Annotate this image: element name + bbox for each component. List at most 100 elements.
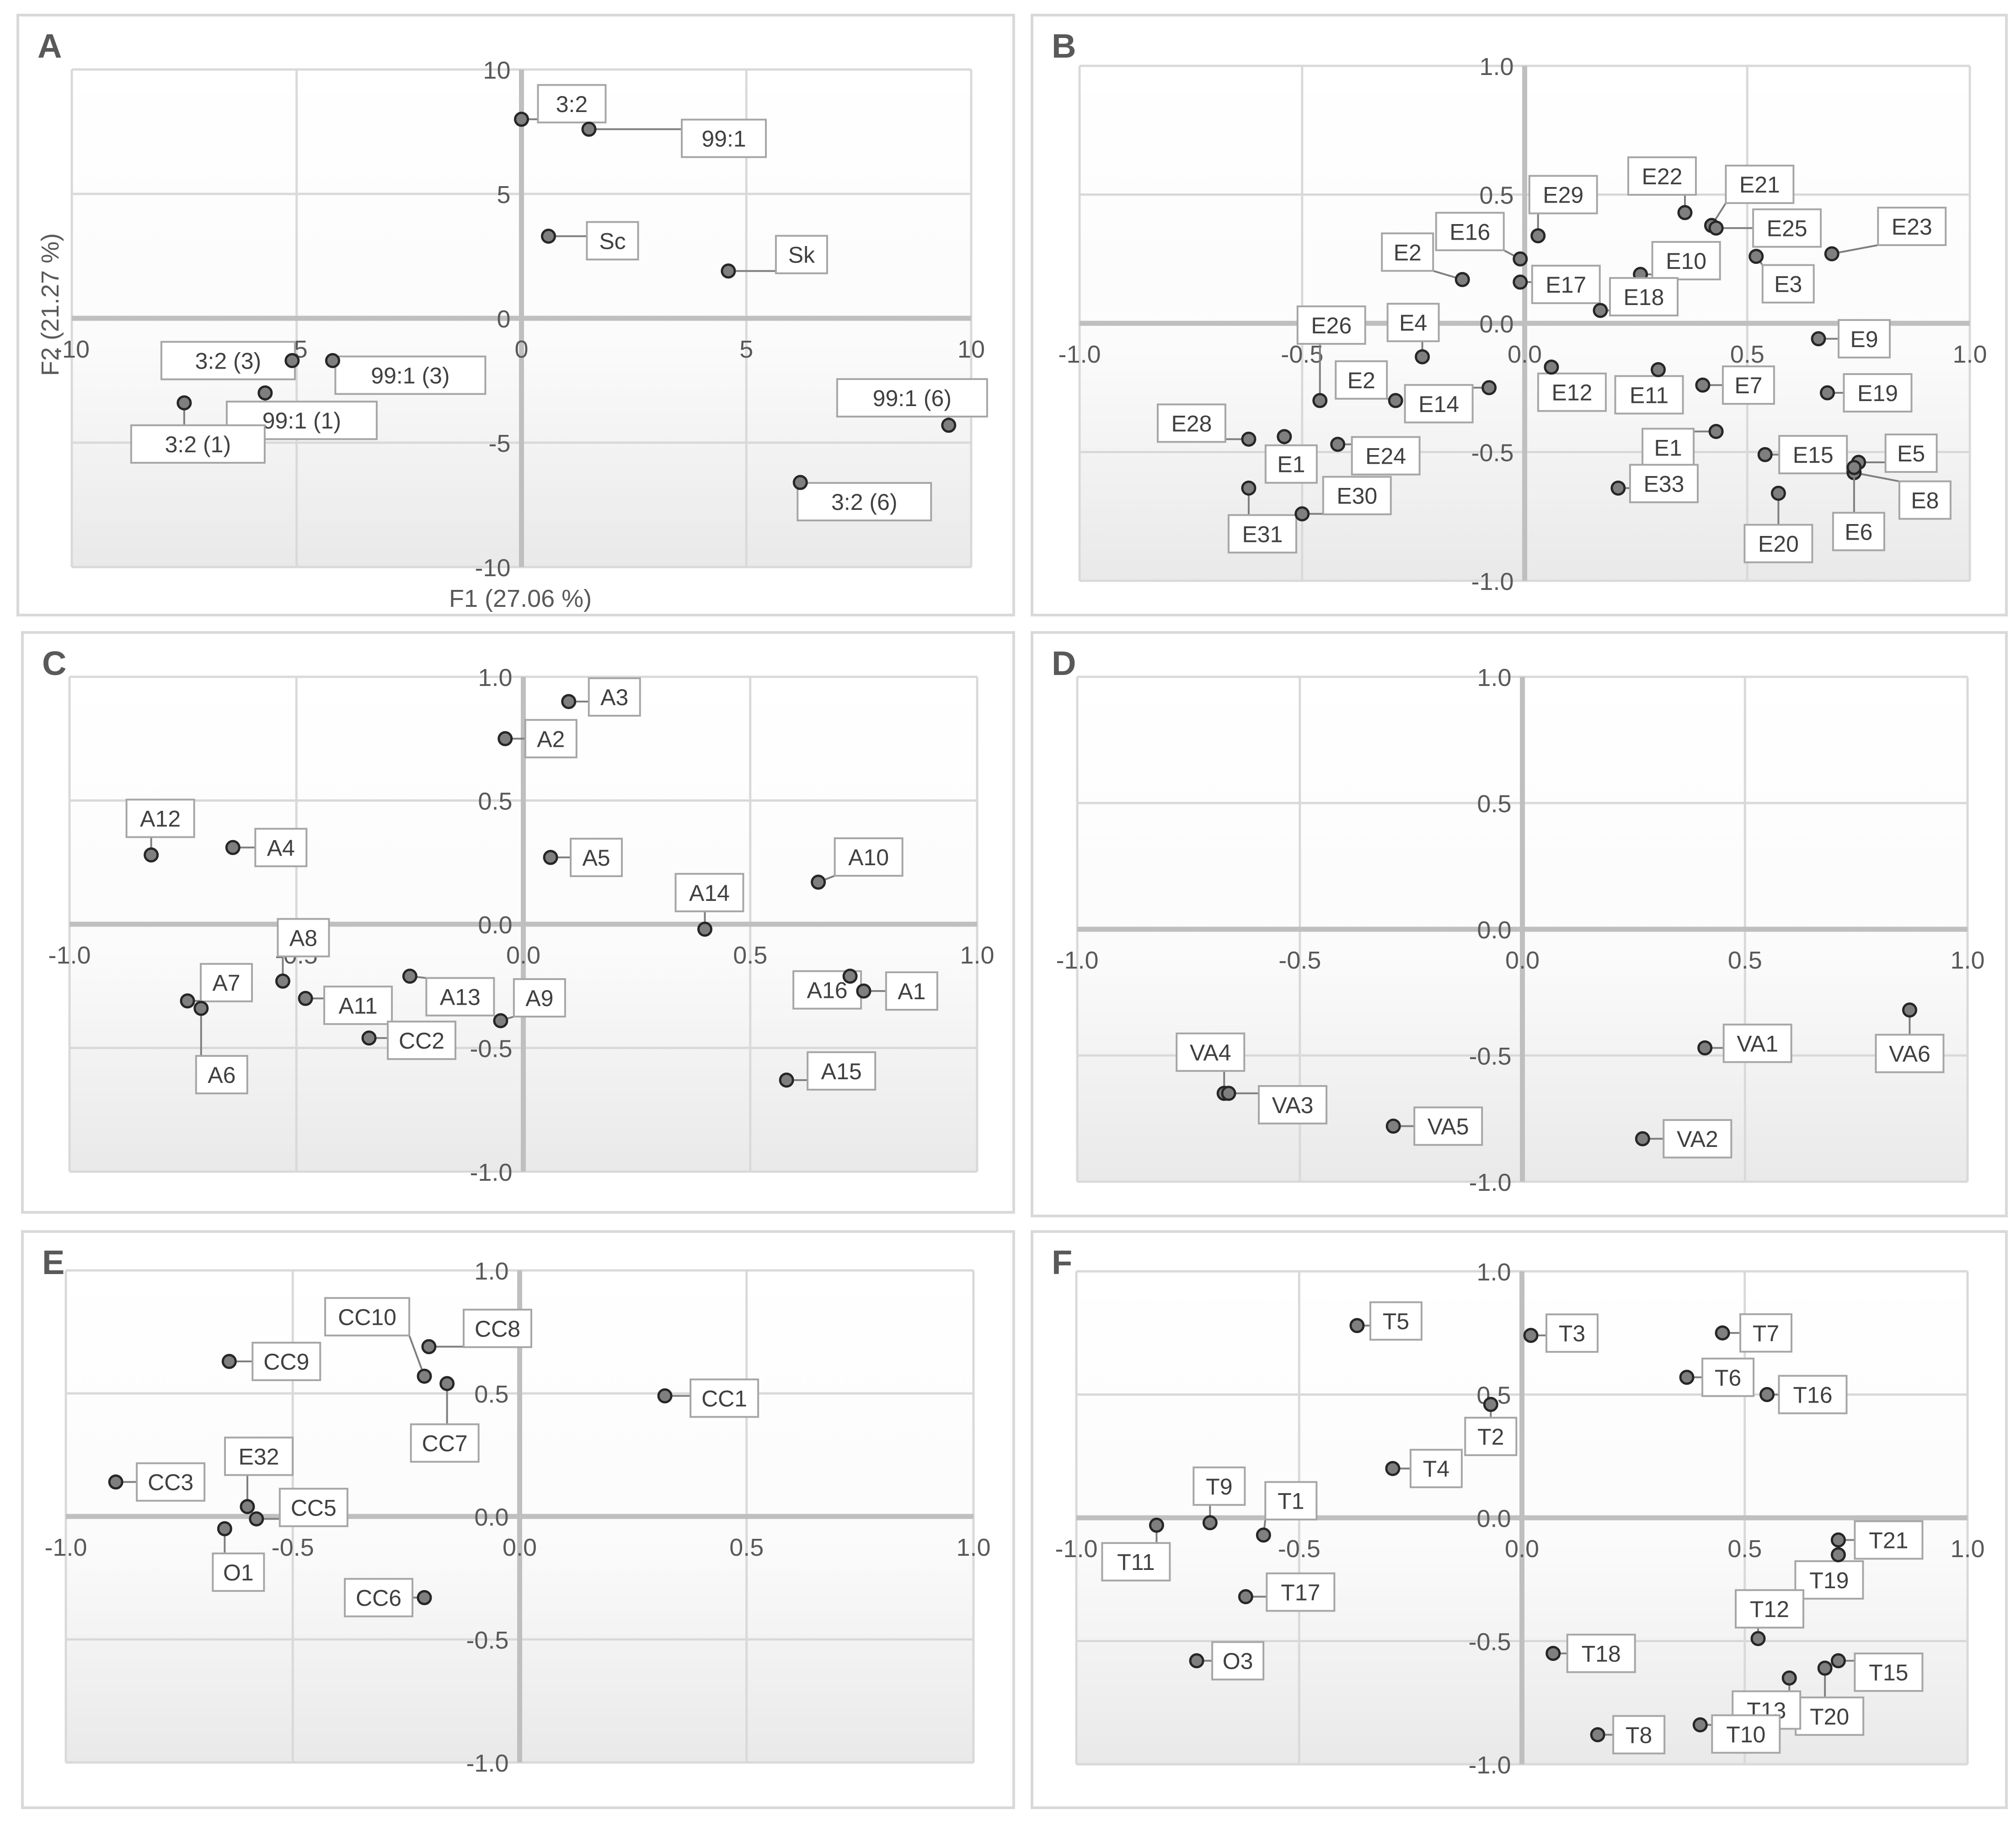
data-label: E28 bbox=[1171, 411, 1212, 436]
data-label-box bbox=[224, 1436, 294, 1476]
data-point bbox=[1819, 385, 1835, 401]
data-label: T21 bbox=[1869, 1528, 1908, 1553]
data-label: 99:1 bbox=[701, 126, 746, 152]
data-point-group: A16 bbox=[792, 969, 862, 1010]
data-label-box bbox=[334, 355, 487, 395]
data-label-box bbox=[674, 873, 744, 912]
data-point bbox=[1749, 249, 1764, 264]
data-label-box bbox=[1739, 1313, 1793, 1353]
data-label-box bbox=[1464, 1417, 1518, 1457]
data-label-box bbox=[1612, 1715, 1666, 1755]
y-tick-label: -0.5 bbox=[1469, 1043, 1511, 1070]
data-label-box bbox=[212, 1552, 265, 1592]
data-label-box bbox=[797, 482, 932, 522]
data-label: E17 bbox=[1545, 272, 1586, 298]
data-label: T11 bbox=[1117, 1549, 1155, 1575]
data-point-group: T10 bbox=[1692, 1714, 1781, 1754]
y-tick-label: 1.0 bbox=[1477, 664, 1511, 691]
data-point-group: 99:1 (3) bbox=[325, 353, 487, 395]
data-point bbox=[543, 850, 558, 865]
data-label: E1 bbox=[1277, 452, 1305, 477]
data-point bbox=[176, 395, 192, 411]
data-label: T9 bbox=[1206, 1474, 1232, 1500]
panel-e: E -1.0 -0.5 0.0 0.5 1.0 -1.0 -0.5 0.0 0.5 1.0 CC8 C… bbox=[21, 1230, 1015, 1809]
data-point bbox=[1330, 437, 1346, 452]
y-tick-label: 0.0 bbox=[474, 1504, 508, 1531]
data-point bbox=[1593, 303, 1608, 318]
data-point-group: E22 bbox=[1627, 156, 1697, 220]
data-label-box bbox=[1404, 384, 1474, 423]
data-point-group: A4 bbox=[225, 828, 308, 868]
data-label: 99:1 (1) bbox=[262, 408, 341, 434]
data-label-box bbox=[1296, 305, 1366, 345]
data-point-group: VA6 bbox=[1875, 1002, 1945, 1073]
data-label: 99:1 (6) bbox=[873, 386, 952, 411]
data-point bbox=[1759, 1387, 1775, 1402]
data-point-group: E8 bbox=[1846, 465, 1952, 520]
data-point-group: E1 bbox=[1642, 423, 1724, 467]
data-point-group: E26 bbox=[1296, 305, 1366, 408]
data-label-box bbox=[323, 985, 393, 1025]
data-label: A1 bbox=[898, 979, 925, 1004]
data-point-group: A3 bbox=[561, 677, 641, 717]
data-label: Sc bbox=[599, 228, 626, 254]
data-point bbox=[417, 1368, 432, 1384]
data-label: VA1 bbox=[1737, 1031, 1778, 1056]
data-label-box bbox=[200, 963, 253, 1002]
leader-line bbox=[1854, 471, 1900, 482]
data-label-box bbox=[1794, 1560, 1864, 1600]
data-point-group: A5 bbox=[543, 837, 623, 877]
data-point bbox=[1770, 486, 1786, 501]
data-point-group: E25 bbox=[1708, 208, 1822, 248]
data-point bbox=[1692, 1717, 1708, 1733]
data-point bbox=[1902, 1002, 1917, 1018]
data-point bbox=[792, 475, 808, 490]
data-label-box bbox=[1413, 1106, 1483, 1146]
data-point-group: E7 bbox=[1695, 365, 1775, 405]
data-point-group: A12 bbox=[125, 798, 195, 863]
data-label: T19 bbox=[1809, 1568, 1849, 1593]
chart-f-svg: -1.0 -0.5 0.0 0.5 1.0-1.0-0.50.00.51.0T5 T3 T7… bbox=[1055, 1259, 1984, 1779]
data-point-group: E20 bbox=[1743, 486, 1813, 563]
y-tick-label: -1.0 bbox=[470, 1159, 512, 1186]
data-point bbox=[856, 983, 872, 999]
data-label: E9 bbox=[1850, 327, 1878, 352]
data-label-box bbox=[1211, 1641, 1265, 1681]
y-tick-label: -1.0 bbox=[1469, 1169, 1511, 1196]
data-point-group: E28 bbox=[1156, 403, 1257, 447]
x-tick-label: -0.5 bbox=[1278, 947, 1321, 974]
data-point bbox=[1544, 359, 1559, 375]
data-point-group: T4 bbox=[1385, 1449, 1463, 1489]
data-point bbox=[1817, 1660, 1833, 1676]
data-point bbox=[657, 1388, 673, 1403]
data-point-group: E17 bbox=[1513, 264, 1601, 304]
data-label-box bbox=[1832, 512, 1885, 552]
data-label: CC2 bbox=[399, 1028, 444, 1054]
chart-d-svg: -1.0 -0.5 0.0 0.5 1.0 -1.0 -0.5 0.0 0.5 1.0 VA6 VA1… bbox=[1056, 664, 1984, 1196]
data-point-group: A2 bbox=[497, 719, 578, 759]
data-label: VA4 bbox=[1190, 1040, 1231, 1066]
data-point bbox=[240, 1499, 255, 1514]
data-label: A7 bbox=[212, 970, 240, 996]
data-point-group: T15 bbox=[1830, 1652, 1924, 1692]
data-label: E33 bbox=[1643, 471, 1684, 497]
data-point bbox=[180, 993, 195, 1009]
data-point bbox=[1715, 1325, 1730, 1341]
y-tick-label: -0.5 bbox=[466, 1627, 508, 1654]
data-point bbox=[1189, 1653, 1204, 1669]
data-point bbox=[1256, 1527, 1271, 1543]
data-point-group: E12 bbox=[1537, 359, 1607, 412]
data-label-box bbox=[1752, 208, 1822, 248]
data-point bbox=[1388, 393, 1403, 408]
data-point-group: E31 bbox=[1227, 480, 1297, 554]
data-point-group: 99:1 (6) bbox=[836, 378, 988, 433]
data-point bbox=[1610, 480, 1626, 496]
data-point bbox=[697, 921, 712, 937]
data-label: A3 bbox=[600, 685, 628, 710]
data-label-box bbox=[1176, 1032, 1246, 1072]
data-label-box bbox=[570, 837, 623, 877]
data-point-group: E19 bbox=[1819, 373, 1913, 413]
data-label: Sk bbox=[788, 242, 815, 268]
data-label: 3:2 (3) bbox=[195, 348, 262, 374]
x-tick-label: 1.0 bbox=[960, 942, 994, 969]
